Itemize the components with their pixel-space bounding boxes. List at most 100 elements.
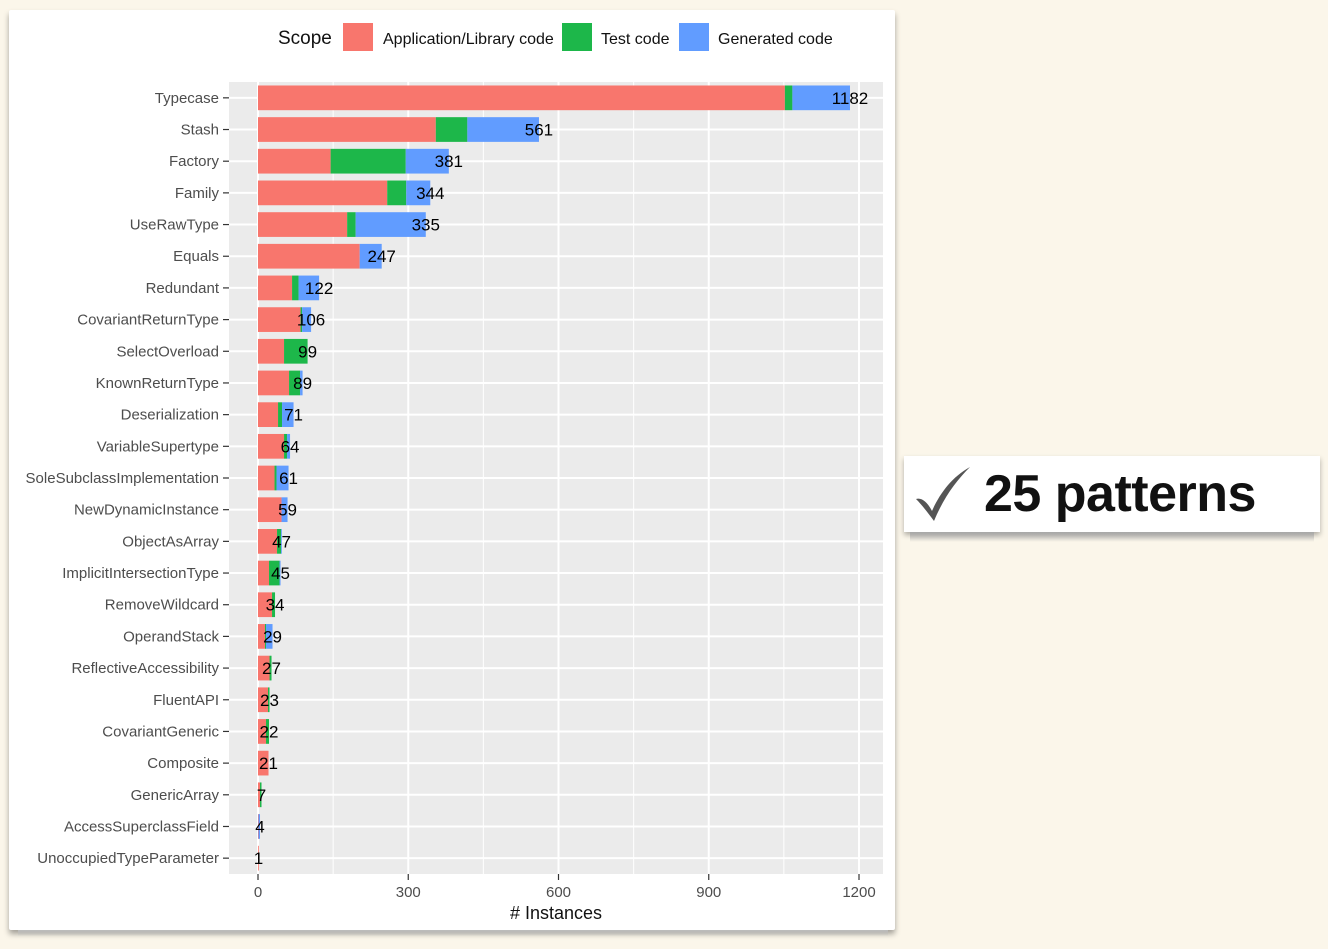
bar-segment-application-library-code bbox=[258, 402, 279, 427]
bar-segment-application-library-code bbox=[258, 719, 267, 744]
bar-segment-test-code bbox=[268, 687, 270, 713]
bar-total-label: 59 bbox=[278, 501, 297, 520]
bar-segment-application-library-code bbox=[258, 592, 273, 618]
y-tick-label: Typecase bbox=[155, 90, 219, 107]
bar-segment-generated-code bbox=[266, 624, 273, 649]
bar-segment-test-code bbox=[347, 212, 356, 237]
bar-total-label: 45 bbox=[271, 564, 290, 583]
bar-segment-generated-code bbox=[279, 560, 281, 586]
y-tick-label: Stash bbox=[181, 122, 219, 139]
bar-segment-generated-code bbox=[467, 117, 539, 142]
bar-total-label: 381 bbox=[435, 152, 463, 171]
bars: 1182561381344335247122106998971646159474… bbox=[254, 85, 869, 871]
bar-segment-generated-code bbox=[406, 180, 431, 206]
x-tick-label: 0 bbox=[254, 884, 262, 901]
bar-total-label: 23 bbox=[260, 691, 279, 710]
bar-segment-application-library-code bbox=[258, 465, 275, 491]
bar-segment-test-code bbox=[260, 782, 262, 808]
bar-segment-test-code bbox=[289, 370, 301, 396]
y-tick-label: OperandStack bbox=[123, 628, 219, 645]
bar-segment-test-code bbox=[269, 560, 280, 586]
y-tick-label: Redundant bbox=[146, 280, 220, 297]
x-tick-label: 900 bbox=[696, 884, 721, 901]
bar-total-label: 27 bbox=[262, 659, 281, 678]
y-tick-label: CovariantReturnType bbox=[77, 312, 219, 329]
bar-total-label: 21 bbox=[259, 754, 278, 773]
bar-segment-test-code bbox=[292, 275, 299, 301]
y-tick-label: Factory bbox=[169, 153, 220, 170]
bar-segment-application-library-code bbox=[258, 529, 278, 554]
bar-total-label: 99 bbox=[298, 342, 317, 361]
bar-segment-test-code bbox=[284, 433, 288, 459]
bar-total-label: 71 bbox=[284, 406, 303, 425]
bar-segment-application-library-code bbox=[258, 148, 331, 174]
y-tick-label: VariableSupertype bbox=[97, 438, 219, 455]
badge-shadow-edge bbox=[910, 532, 1314, 542]
bar-total-label: 22 bbox=[260, 722, 279, 741]
bar-total-label: 4 bbox=[255, 817, 264, 836]
bar-segment-application-library-code bbox=[258, 433, 285, 459]
bar-total-label: 1 bbox=[254, 849, 263, 868]
bar-segment-test-code bbox=[265, 624, 267, 649]
bar-segment-application-library-code bbox=[258, 85, 785, 111]
bar-total-label: 561 bbox=[525, 121, 553, 140]
bar-segment-test-code bbox=[278, 402, 283, 427]
y-tick-label: CovariantGeneric bbox=[102, 723, 219, 740]
bar-segment-test-code bbox=[266, 719, 270, 744]
bar-total-label: 61 bbox=[279, 469, 298, 488]
bar-segment-generated-code bbox=[300, 370, 303, 396]
legend-title: Scope bbox=[278, 28, 332, 49]
bar-total-label: 7 bbox=[257, 786, 266, 805]
bar-segment-test-code bbox=[330, 148, 406, 174]
x-tick-label: 600 bbox=[546, 884, 571, 901]
legend-swatch-application bbox=[343, 23, 373, 51]
bar-segment-generated-code bbox=[281, 497, 288, 523]
bar-segment-generated-code bbox=[792, 85, 850, 111]
bar-segment-generated-code bbox=[276, 465, 289, 491]
bar-segment-test-code bbox=[435, 117, 468, 142]
y-tick-label: Equals bbox=[173, 248, 219, 265]
bar-segment-application-library-code bbox=[258, 687, 269, 713]
y-tick-label: Deserialization bbox=[121, 407, 219, 424]
x-tick-label: 1200 bbox=[842, 884, 875, 901]
y-tick-label: RemoveWildcard bbox=[105, 597, 219, 614]
x-axis: 0 300 600 900 1200 bbox=[254, 874, 876, 901]
bar-segment-generated-code bbox=[258, 814, 261, 839]
y-tick-label: ObjectAsArray bbox=[122, 533, 219, 550]
bar-segment-application-library-code bbox=[258, 243, 360, 269]
bar-total-label: 122 bbox=[305, 279, 333, 298]
bar-total-label: 344 bbox=[416, 184, 444, 203]
legend-swatch-test bbox=[562, 23, 592, 51]
bar-segment-generated-code bbox=[282, 402, 294, 427]
checkmark-icon bbox=[916, 467, 970, 521]
y-tick-label: ImplicitIntersectionType bbox=[62, 565, 219, 582]
bar-segment-generated-code bbox=[405, 148, 449, 174]
bar-segment-application-library-code bbox=[258, 655, 270, 681]
bar-segment-application-library-code bbox=[258, 814, 259, 839]
bar-segment-test-code bbox=[274, 465, 277, 491]
bar-segment-application-library-code bbox=[258, 275, 293, 301]
bar-total-label: 89 bbox=[293, 374, 312, 393]
bar-segment-application-library-code bbox=[258, 750, 269, 776]
bar-segment-test-code bbox=[269, 655, 272, 681]
bar-segment-application-library-code bbox=[258, 307, 301, 332]
bar-segment-application-library-code bbox=[258, 782, 261, 808]
bar-segment-application-library-code bbox=[258, 624, 266, 649]
bar-segment-application-library-code bbox=[258, 117, 436, 142]
legend-swatch-generated bbox=[679, 23, 709, 51]
bar-segment-test-code bbox=[284, 338, 308, 364]
legend-label-generated: Generated code bbox=[718, 31, 833, 48]
bar-total-label: 1182 bbox=[832, 89, 869, 108]
chart-legend: Scope Application/Library code Test code… bbox=[278, 23, 833, 51]
bar-segment-application-library-code bbox=[258, 497, 282, 523]
legend-label-test: Test code bbox=[601, 31, 670, 48]
bar-segment-application-library-code bbox=[258, 560, 270, 586]
y-tick-label: AccessSuperclassField bbox=[64, 818, 219, 835]
x-tick-label: 300 bbox=[396, 884, 421, 901]
legend-label-application: Application/Library code bbox=[383, 31, 554, 48]
bar-segment-application-library-code bbox=[258, 180, 388, 206]
bar-total-label: 106 bbox=[297, 311, 325, 330]
bar-segment-test-code bbox=[272, 592, 276, 618]
bar-total-label: 47 bbox=[272, 532, 291, 551]
